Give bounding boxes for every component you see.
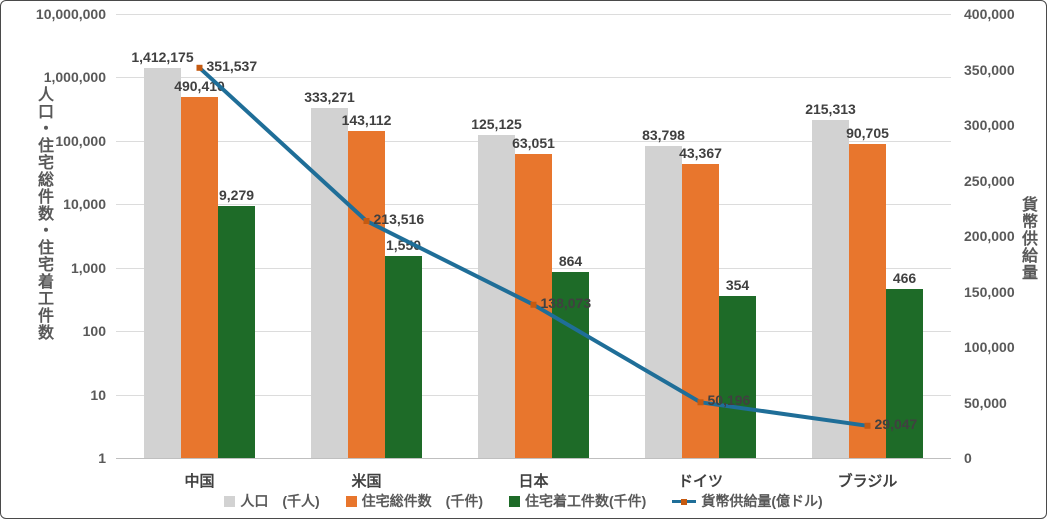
left-axis-tick: 10 (90, 386, 106, 403)
category-label-4: ドイツ (677, 473, 724, 490)
legend-item-housing-starts: 住宅着工件数(千件) (509, 491, 646, 511)
right-axis-title: 貨幣供給量 (1019, 196, 1036, 281)
gridline (116, 14, 951, 15)
category-label-3: 日本 (518, 473, 549, 490)
bar-label-total-housing-units-3: 63,051 (512, 134, 555, 151)
left-axis-tick: 1 (98, 450, 106, 466)
legend-label-housing-starts: 住宅着工件数(千件) (525, 493, 647, 509)
legend-line-glyph (672, 496, 697, 507)
line-label-money-supply-2: 213,516 (373, 211, 425, 227)
bar-label-housing-starts-1: 9,279 (218, 187, 255, 204)
legend-label-total-housing-units: 住宅総件数 (千件) (361, 493, 483, 509)
bar-label-total-housing-units-1: 490,410 (174, 78, 225, 95)
legend-label-population: 人口 (千人) (240, 493, 320, 509)
right-axis-tick: 50,000 (964, 394, 1007, 411)
category-label-1: 中国 (184, 473, 215, 490)
bar-total-housing-units-4 (682, 163, 719, 458)
bar-label-population-2: 333,271 (304, 88, 355, 105)
left-axis-title: 人口・住宅総件数・住宅着工件数 (35, 86, 52, 341)
bar-total-housing-units-5 (849, 143, 886, 458)
bar-population-2 (311, 107, 348, 458)
category-label-5: ブラジル (837, 473, 898, 490)
legend-swatch-housing-starts (509, 495, 520, 507)
legend-item-money-supply: 貨幣供給量(億ドル) (672, 491, 823, 511)
bar-label-population-4: 83,798 (642, 126, 685, 143)
bar-population-4 (645, 145, 682, 458)
legend-item-population: 人口 (千人) (224, 491, 320, 511)
bar-population-1 (144, 67, 181, 458)
right-axis-tick: 300,000 (964, 117, 1015, 133)
bar-label-housing-starts-4: 354 (725, 277, 750, 294)
bar-label-housing-starts-2: 1,550 (385, 236, 422, 253)
bar-housing-starts-4 (719, 296, 756, 458)
bar-total-housing-units-1 (181, 97, 218, 458)
legend: 人口 (千人) 住宅総件数 (千件) 住宅着工件数(千件) 貨幣供給量(億ドル) (1, 490, 1046, 512)
line-marker (196, 64, 203, 71)
legend-item-total-housing-units: 住宅総件数 (千件) (345, 491, 483, 511)
bar-housing-starts-2 (385, 255, 422, 458)
left-axis-tick: 100 (82, 323, 106, 340)
legend-swatch-population (224, 495, 236, 507)
line-label-money-supply-1: 351,537 (206, 57, 258, 74)
bar-label-population-1: 1,412,175 (131, 48, 194, 65)
bar-label-total-housing-units-4: 43,367 (679, 144, 722, 161)
right-axis-tick: 200,000 (964, 228, 1015, 244)
left-axis-tick: 10,000 (63, 196, 106, 213)
right-axis-tick: 0 (964, 450, 972, 466)
left-axis-tick: 10,000,000 (35, 6, 106, 22)
right-axis-tick: 350,000 (964, 61, 1015, 78)
right-axis-tick: 250,000 (964, 172, 1015, 189)
x-axis-line (116, 458, 951, 459)
bar-label-housing-starts-5: 466 (892, 269, 917, 286)
bar-label-population-5: 215,313 (805, 100, 856, 117)
line-label-money-supply-4: 50,196 (707, 392, 751, 409)
left-axis-tick: 100,000 (55, 132, 106, 149)
right-axis-tick: 400,000 (964, 6, 1015, 22)
right-axis-tick: 150,000 (964, 283, 1015, 300)
bar-total-housing-units-2 (348, 131, 385, 458)
left-axis-tick: 1,000 (70, 259, 106, 276)
bar-population-5 (812, 119, 849, 458)
right-axis-tick: 100,000 (964, 339, 1015, 355)
bar-label-population-3: 125,125 (471, 115, 522, 132)
line-label-money-supply-5: 29,047 (874, 415, 918, 432)
bar-label-total-housing-units-5: 90,705 (846, 124, 889, 141)
line-label-money-supply-3: 138,073 (540, 294, 592, 311)
category-label-2: 米国 (351, 473, 382, 490)
left-axis-tick: 1,000,000 (43, 69, 106, 86)
bar-label-housing-starts-3: 864 (558, 252, 583, 269)
gridline (116, 77, 951, 79)
legend-swatch-total-housing-units (345, 495, 357, 507)
bar-housing-starts-1 (218, 206, 255, 458)
legend-label-money-supply: 貨幣供給量(億ドル) (701, 493, 823, 509)
bar-population-3 (478, 134, 515, 458)
bar-label-total-housing-units-2: 143,112 (341, 112, 392, 128)
bar-housing-starts-5 (886, 288, 923, 458)
